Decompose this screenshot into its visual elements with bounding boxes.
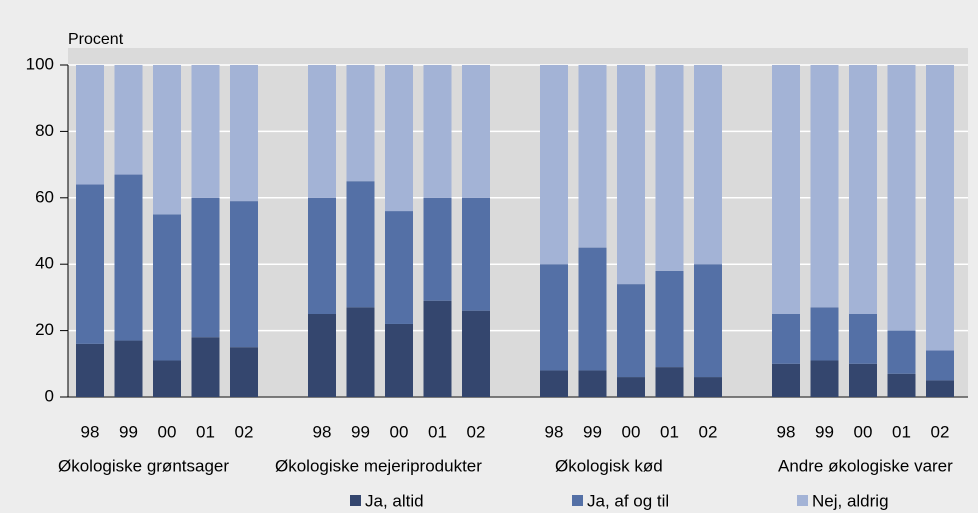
bar-segment: [191, 337, 220, 397]
bar-segment: [540, 370, 568, 397]
bar-segment: [462, 310, 490, 397]
bar-segment: [617, 377, 645, 397]
bar-segment: [540, 264, 568, 371]
bar-segment: [230, 347, 258, 397]
x-tick-label: 01: [660, 422, 679, 441]
bar-segment: [346, 181, 375, 308]
x-tick-label: 98: [81, 422, 100, 441]
legend-label: Nej, aldrig: [812, 491, 889, 510]
x-tick-label: 01: [892, 422, 911, 441]
x-tick-label: 99: [583, 422, 602, 441]
bar-segment: [772, 363, 800, 397]
bar-segment: [191, 65, 220, 198]
bar-segment: [230, 65, 258, 202]
y-tick-label: 60: [35, 187, 54, 206]
bar-segment: [76, 343, 104, 397]
group-label: Økologiske grøntsager: [58, 456, 229, 475]
legend-swatch: [797, 495, 808, 506]
y-tick-label: 0: [45, 386, 54, 405]
bar-segment: [887, 330, 916, 374]
bar-segment: [772, 314, 800, 364]
bar-segment: [76, 184, 104, 344]
bar-segment: [655, 367, 684, 397]
x-tick-label: 01: [428, 422, 447, 441]
bar-segment: [617, 65, 645, 285]
bar-segment: [462, 197, 490, 311]
x-tick-label: 00: [158, 422, 177, 441]
y-tick-label: 20: [35, 320, 54, 339]
y-tick-label: 40: [35, 254, 54, 273]
bar-segment: [926, 65, 954, 351]
bar-segment: [849, 314, 877, 364]
bar-segment: [308, 65, 336, 198]
bar-segment: [153, 360, 181, 397]
bar-segment: [617, 284, 645, 378]
bar-segment: [385, 65, 413, 212]
bar-segment: [230, 201, 258, 348]
bar-segment: [385, 323, 413, 397]
bar-segment: [346, 307, 375, 397]
bar-segment: [694, 377, 722, 397]
x-tick-label: 98: [545, 422, 564, 441]
bar-segment: [76, 65, 104, 185]
bar-segment: [114, 65, 143, 175]
bar-segment: [655, 270, 684, 368]
legend-swatch: [572, 495, 583, 506]
bar-segment: [578, 65, 607, 248]
y-tick-label: 80: [35, 121, 54, 140]
bar-segment: [849, 363, 877, 397]
bar-segment: [926, 380, 954, 397]
x-tick-label: 00: [622, 422, 641, 441]
bar-segment: [153, 214, 181, 361]
x-tick-label: 02: [931, 422, 950, 441]
group-label: Økologiske mejeriprodukter: [275, 456, 482, 475]
x-tick-label: 02: [467, 422, 486, 441]
bar-segment: [423, 65, 452, 198]
x-tick-label: 98: [777, 422, 796, 441]
bar-segment: [191, 197, 220, 338]
bar-segment: [772, 65, 800, 314]
bar-segment: [346, 65, 375, 182]
x-tick-label: 98: [313, 422, 332, 441]
bar-segment: [462, 65, 490, 198]
bar-segment: [887, 65, 916, 331]
bar-segment: [694, 65, 722, 265]
bar-segment: [578, 247, 607, 371]
bar-segment: [849, 65, 877, 314]
bar-segment: [540, 65, 568, 265]
y-tick-label: 100: [26, 54, 54, 73]
bar-segment: [887, 373, 916, 397]
bar-segment: [810, 360, 839, 397]
x-tick-label: 99: [815, 422, 834, 441]
bar-segment: [810, 307, 839, 361]
x-tick-label: 99: [351, 422, 370, 441]
bar-segment: [423, 300, 452, 397]
bar-segment: [114, 174, 143, 341]
bar-segment: [308, 197, 336, 314]
group-label: Økologisk kød: [555, 456, 663, 475]
bar-segment: [810, 65, 839, 308]
legend-label: Ja, altid: [365, 491, 424, 510]
bar-segment: [153, 65, 181, 215]
x-tick-label: 02: [699, 422, 718, 441]
group-label: Andre økologiske varer: [778, 456, 953, 475]
y-axis-label: Procent: [68, 31, 124, 48]
x-tick-label: 02: [235, 422, 254, 441]
bar-segment: [694, 264, 722, 378]
x-tick-label: 99: [119, 422, 138, 441]
bar-segment: [114, 340, 143, 397]
bar-segment: [423, 197, 452, 301]
bar-segment: [578, 370, 607, 397]
legend-label: Ja, af og til: [587, 491, 669, 510]
x-tick-label: 00: [854, 422, 873, 441]
bar-segment: [655, 65, 684, 271]
x-tick-label: 01: [196, 422, 215, 441]
bar-segment: [926, 350, 954, 381]
bar-segment: [308, 314, 336, 397]
legend-swatch: [350, 495, 361, 506]
bar-segment: [385, 211, 413, 324]
x-tick-label: 00: [390, 422, 409, 441]
